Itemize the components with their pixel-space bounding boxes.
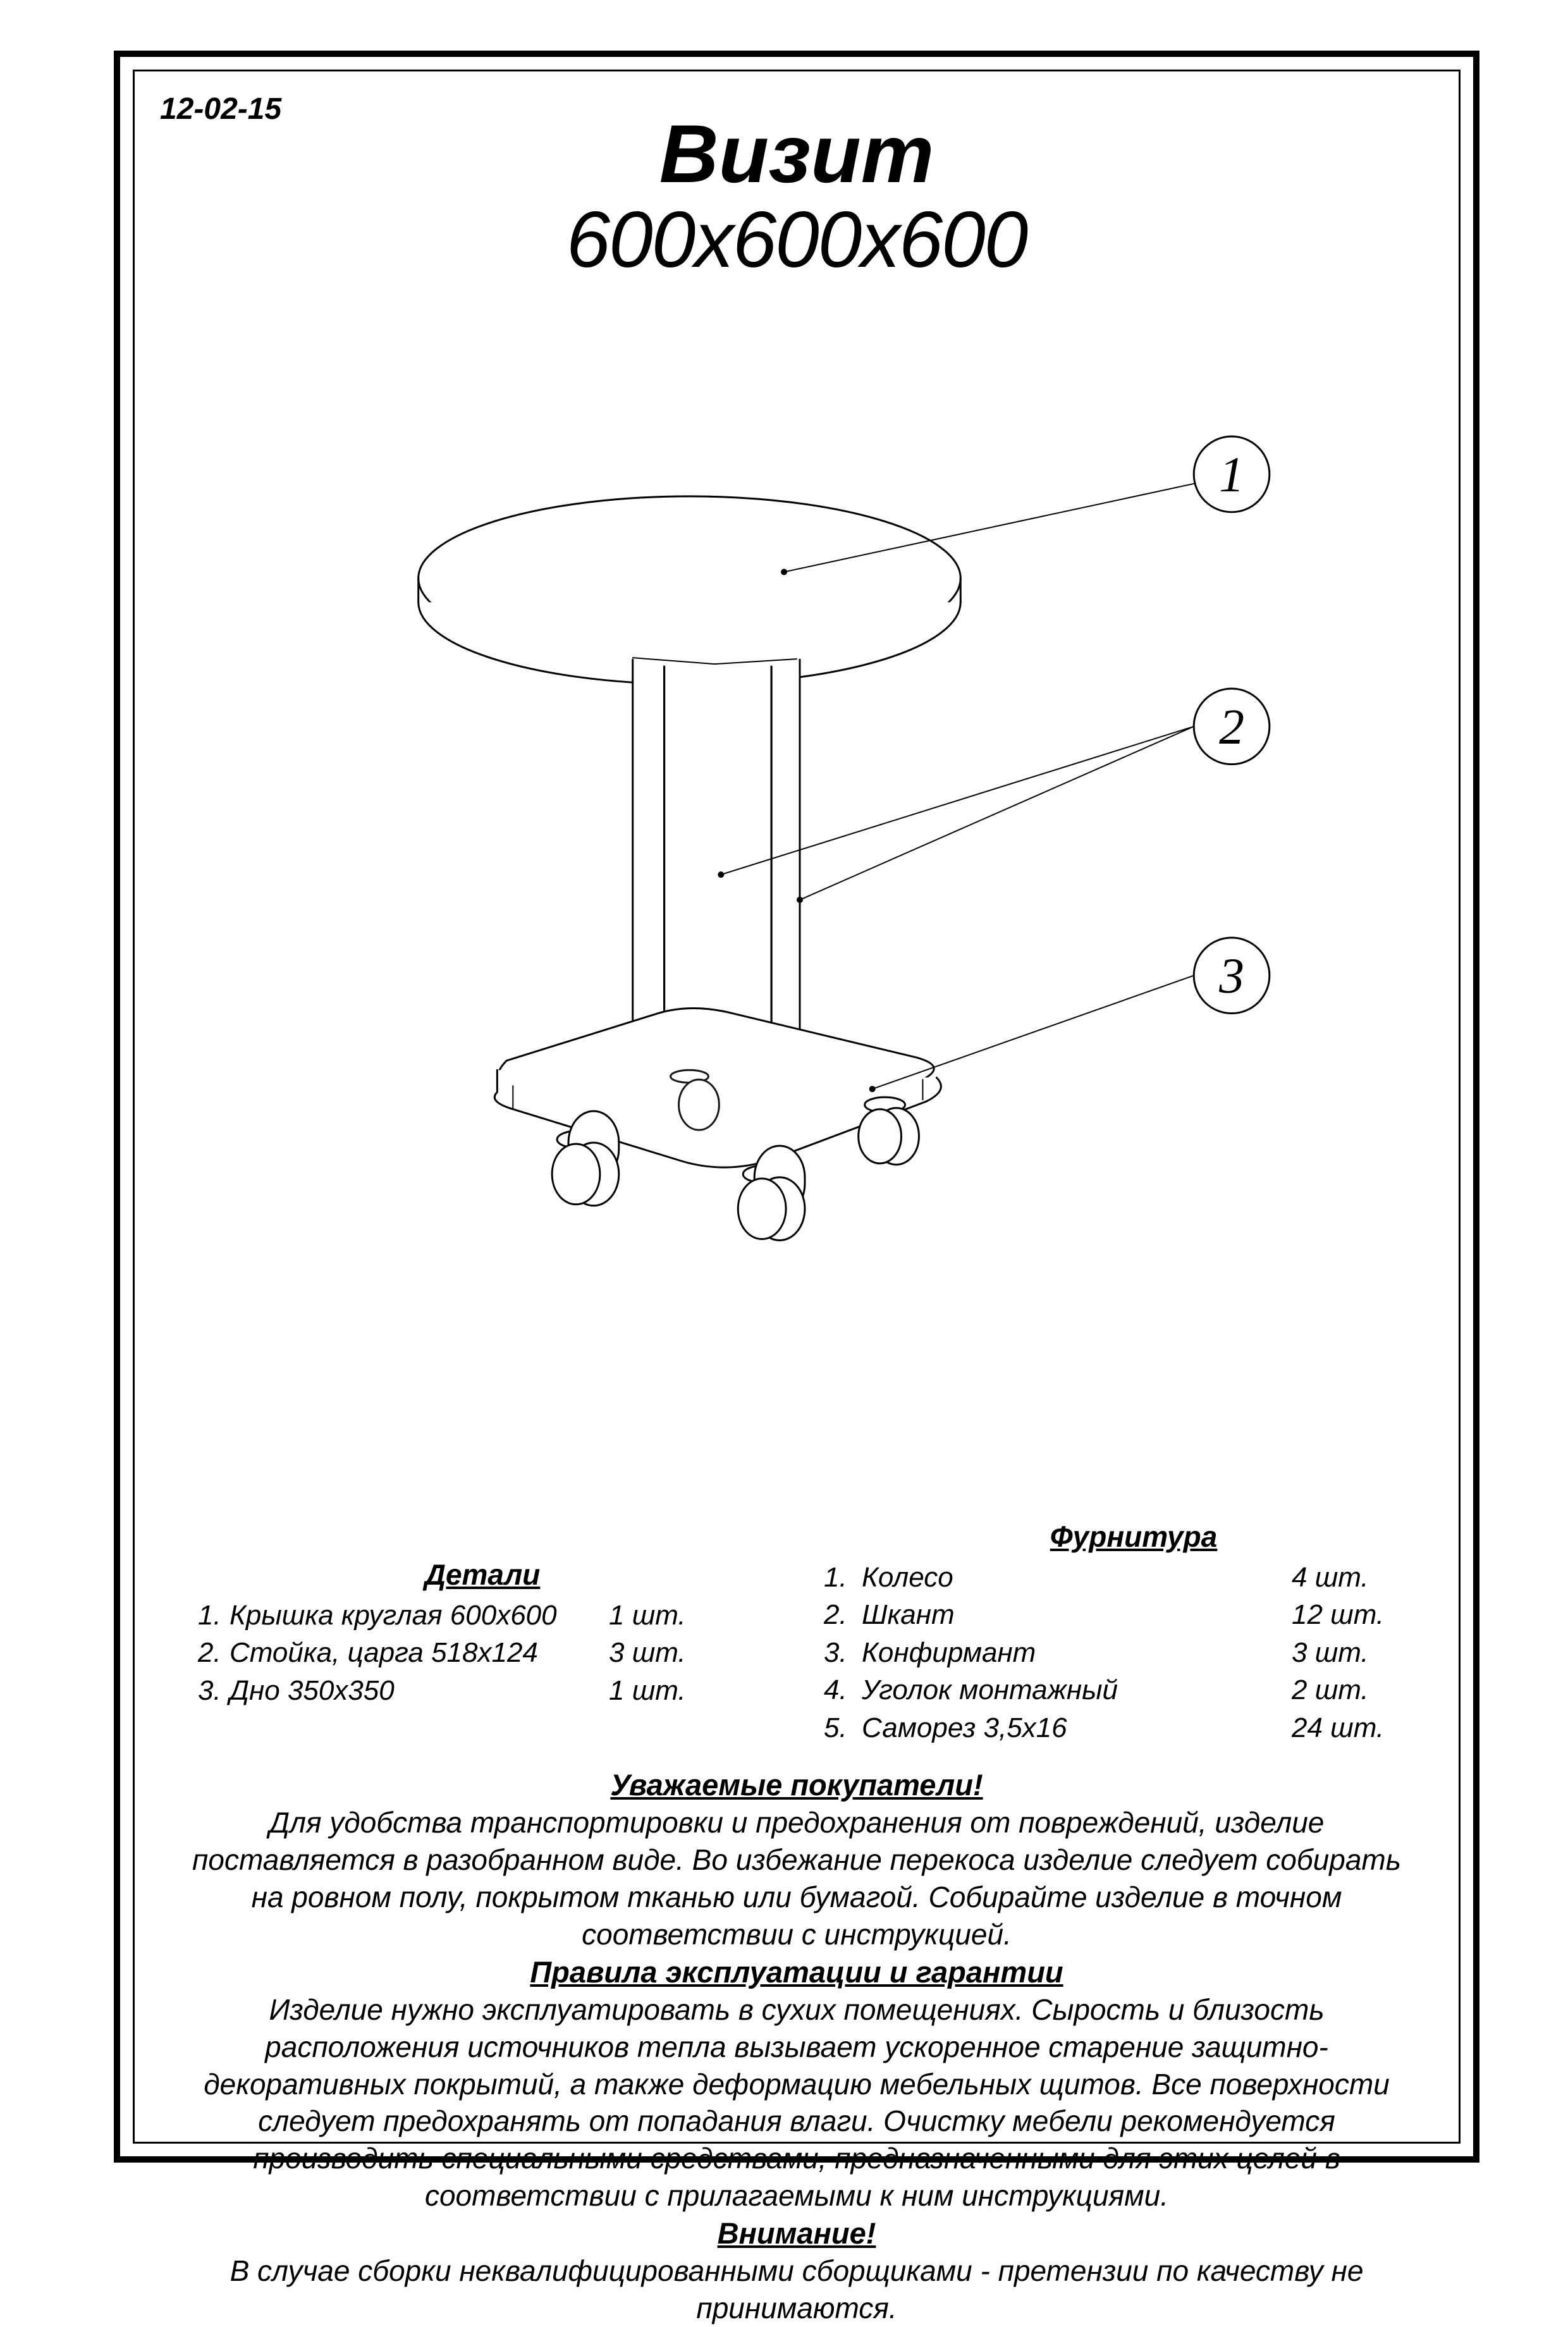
- title-block: Визит 600х600х600: [135, 106, 1459, 285]
- drawing-area: 1 2 3: [135, 375, 1459, 1450]
- item-num: 4.: [824, 1671, 862, 1709]
- item-num: 3.: [824, 1634, 862, 1671]
- item-name: Дно 350х350: [230, 1672, 609, 1709]
- item-name: Колесо: [862, 1559, 1292, 1596]
- item-name: Стойка, царга 518х124: [230, 1634, 609, 1671]
- item-qty: 3 шт.: [1292, 1634, 1431, 1671]
- info-paragraph-3: В случае сборки неквалифицированными сбо…: [179, 2252, 1414, 2327]
- info-heading-1: Уважаемые покупатели!: [179, 1766, 1414, 1804]
- list-item: 1. Крышка круглая 600х600 1 шт.: [198, 1597, 767, 1634]
- callout-3: 3: [1218, 949, 1244, 1004]
- item-num: 1.: [198, 1597, 230, 1634]
- product-dimensions: 600х600х600: [135, 195, 1459, 285]
- info-paragraph-1: Для удобства транспортировки и предохран…: [179, 1804, 1414, 1953]
- list-item: 2. Стойка, царга 518х124 3 шт.: [198, 1634, 767, 1671]
- parts-header: Детали: [198, 1557, 767, 1592]
- item-name: Саморез 3,5х16: [862, 1709, 1292, 1747]
- item-qty: 2 шт.: [1292, 1671, 1431, 1709]
- info-paragraph-2: Изделие нужно эксплуатировать в сухих по…: [179, 1991, 1414, 2214]
- hardware-header: Фурнитура: [824, 1520, 1443, 1554]
- item-qty: 24 шт.: [1292, 1709, 1431, 1747]
- item-qty: 12 шт.: [1292, 1596, 1431, 1633]
- item-num: 3.: [198, 1672, 230, 1709]
- outer-frame: 12-02-15 Визит 600х600х600: [114, 51, 1479, 2163]
- item-qty: 1 шт.: [609, 1672, 735, 1709]
- item-num: 5.: [824, 1709, 862, 1747]
- table-drawing: 1 2 3: [135, 375, 1459, 1450]
- list-item: 5. Саморез 3,5х16 24 шт.: [824, 1709, 1443, 1747]
- list-item: 1. Колесо 4 шт.: [824, 1559, 1443, 1596]
- inner-frame: 12-02-15 Визит 600х600х600: [133, 70, 1461, 2144]
- item-qty: 4 шт.: [1292, 1559, 1431, 1596]
- info-heading-2: Правила эксплуатации и гарантии: [179, 1953, 1414, 1991]
- list-item: 3. Дно 350х350 1 шт.: [198, 1672, 767, 1709]
- parts-list: Детали 1. Крышка круглая 600х600 1 шт. 2…: [198, 1557, 767, 1709]
- item-num: 2.: [198, 1634, 230, 1671]
- hardware-list: Фурнитура 1. Колесо 4 шт. 2. Шкант 12 шт…: [824, 1520, 1443, 1747]
- item-name: Уголок монтажный: [862, 1671, 1292, 1709]
- item-name: Крышка круглая 600х600: [230, 1597, 609, 1634]
- item-name: Конфирмант: [862, 1634, 1292, 1671]
- list-item: 4. Уголок монтажный 2 шт.: [824, 1671, 1443, 1709]
- callout-2: 2: [1219, 699, 1244, 755]
- item-qty: 3 шт.: [609, 1634, 735, 1671]
- item-num: 2.: [824, 1596, 862, 1633]
- item-name: Шкант: [862, 1596, 1292, 1633]
- item-qty: 1 шт.: [609, 1597, 735, 1634]
- list-item: 3. Конфирмант 3 шт.: [824, 1634, 1443, 1671]
- callout-1: 1: [1219, 447, 1244, 503]
- list-item: 2. Шкант 12 шт.: [824, 1596, 1443, 1633]
- info-area: Уважаемые покупатели! Для удобства транс…: [179, 1766, 1414, 2327]
- item-num: 1.: [824, 1559, 862, 1596]
- product-title: Визит: [135, 106, 1459, 201]
- info-heading-3: Внимание!: [179, 2214, 1414, 2252]
